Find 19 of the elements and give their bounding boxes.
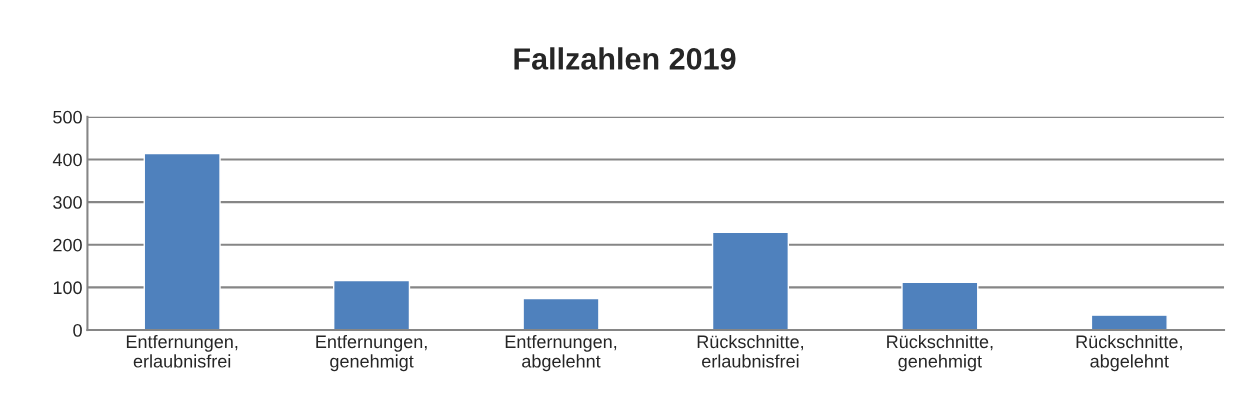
y-tick-label: 100 <box>53 281 82 295</box>
bar <box>901 281 979 331</box>
bar <box>522 297 600 331</box>
x-tick-label: Rückschnitte, abgelehnt <box>1076 334 1182 372</box>
y-tick-label: 200 <box>53 238 82 252</box>
bar <box>711 231 790 331</box>
y-tick-label: 500 <box>53 110 82 124</box>
x-tick-label: Entfernungen, abgelehnt <box>505 334 617 372</box>
chart-title: Fallzahlen 2019 <box>514 47 736 70</box>
bar <box>1090 314 1168 331</box>
x-tick-label: Entfernungen, erlaubnisfrei <box>126 334 238 368</box>
x-tick-label: Entfernungen, genehmigt <box>316 334 427 372</box>
bar <box>143 152 221 331</box>
bar <box>332 279 411 331</box>
x-tick-label: Rückschnitte, erlaubnisfrei <box>697 334 804 368</box>
y-tick-label: 300 <box>53 196 82 209</box>
x-tick-label: Rückschnitte, genehmigt <box>887 334 993 372</box>
y-tick-label: 0 <box>73 323 82 337</box>
y-tick-label: 400 <box>52 153 82 167</box>
